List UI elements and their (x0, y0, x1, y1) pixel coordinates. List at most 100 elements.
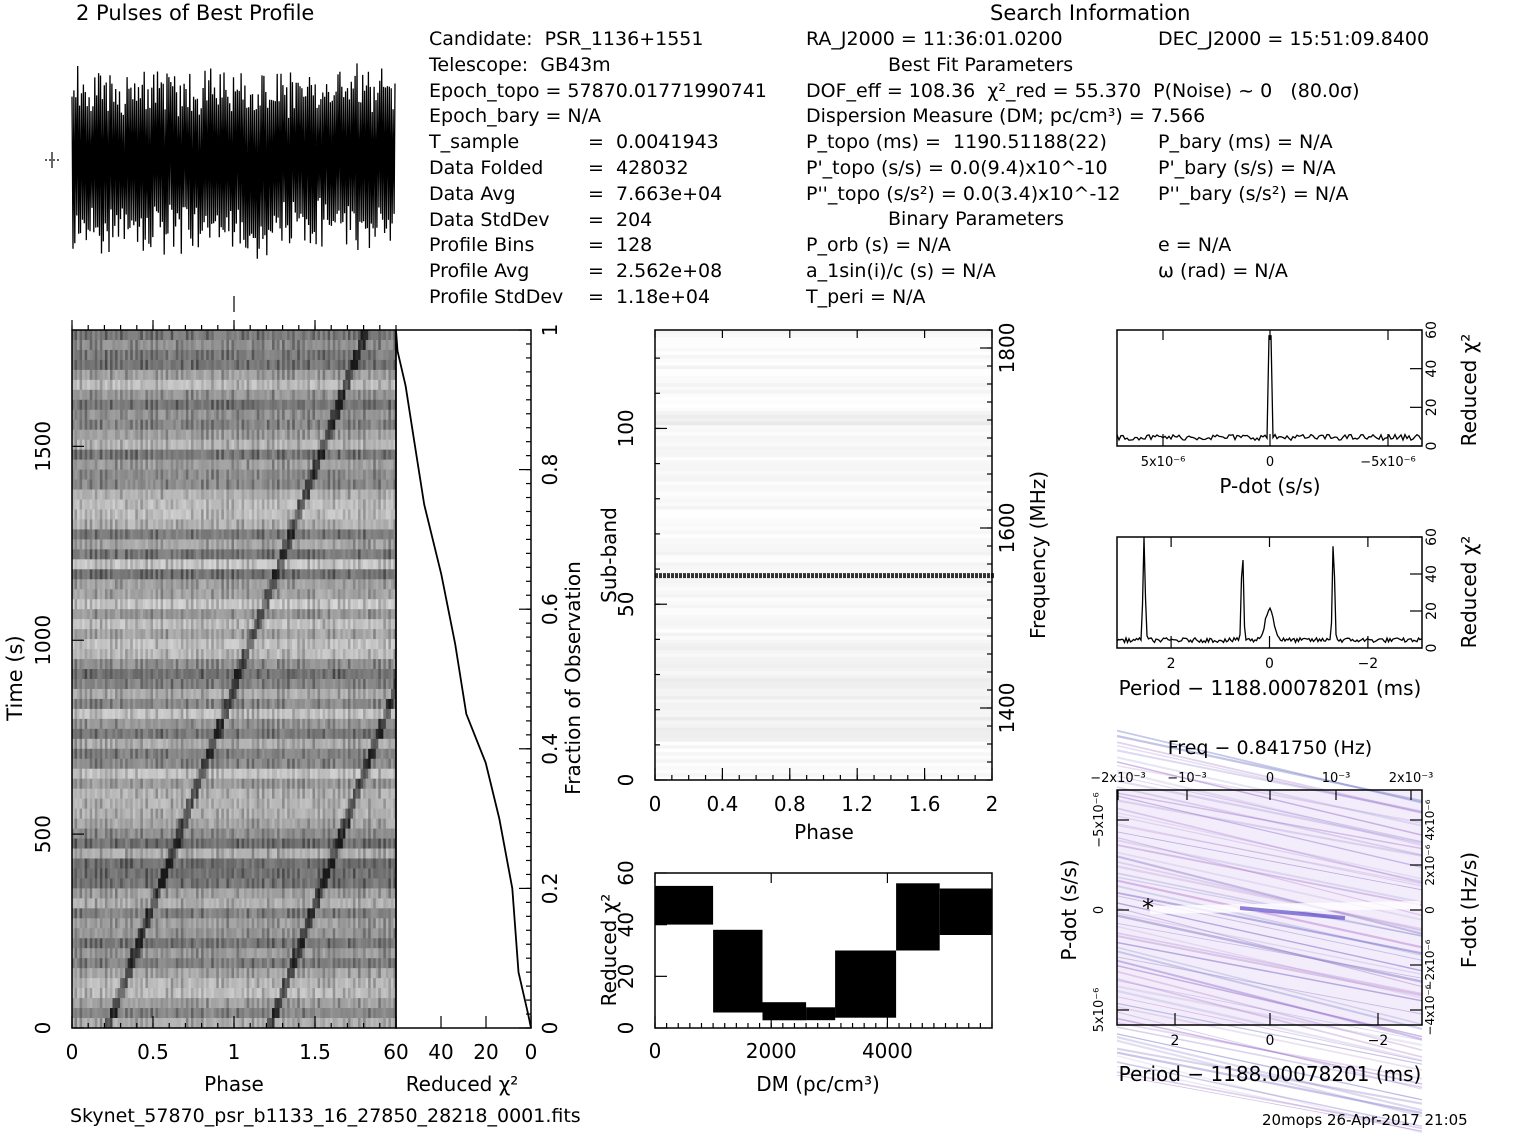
subband-bright-band (803, 573, 806, 578)
time-phase-image (72, 330, 396, 1028)
dm-chi2-block (835, 951, 884, 1018)
frequency-ytick-label: 1400 (995, 683, 1019, 734)
subband-bright-band (883, 573, 886, 578)
bary-info-line: e = N/A (1158, 234, 1231, 256)
subband-bright-band (799, 573, 802, 578)
ppdot-ytick-label: 5x10⁻⁶ (1092, 988, 1107, 1033)
frequency-ytick-label: 1600 (995, 503, 1019, 554)
subband-bright-band (951, 573, 954, 578)
chi2-fraction-ytick-label: 0.4 (538, 733, 562, 765)
fit-info-line: a_1sin(i)/c (s) = N/A (806, 260, 996, 282)
time-phase-ytick-label: 1500 (31, 421, 55, 472)
ppdot-xlabel: Period − 1188.00078201 (ms) (1119, 1062, 1422, 1086)
candidate-info-label: Telescope: GB43m (429, 54, 611, 76)
chi2-fraction-xtick-label: 60 (383, 1040, 408, 1064)
subband-xtick-label: 0.8 (774, 792, 806, 816)
subband-xtick-label: 1.2 (841, 792, 873, 816)
profile-title: 2 Pulses of Best Profile (76, 2, 314, 24)
subband-bright-band (675, 573, 678, 578)
subband-bright-band (915, 573, 918, 578)
candidate-info-value: = 428032 (588, 157, 689, 179)
subband-bright-band (659, 573, 662, 578)
frequency-ytick-label: 1800 (995, 323, 1019, 374)
subband-bright-band (859, 573, 862, 578)
chi2-fraction-line (396, 330, 531, 1028)
subband-bright-band (955, 573, 958, 578)
subband-bright-band (831, 573, 834, 578)
chi2-fraction-ylabel: Fraction of Observation (561, 561, 585, 795)
subband-bright-band (755, 573, 758, 578)
subband-bright-band (771, 573, 774, 578)
subband-bright-band (895, 573, 898, 578)
subband-bright-band (967, 573, 970, 578)
subband-bright-band (691, 573, 694, 578)
ppdot-y2tick-label: 2x10⁻⁶ (1423, 844, 1437, 885)
dm-chi2-xtick-label: 2000 (746, 1039, 797, 1063)
dm-chi2-series (655, 883, 992, 1020)
bary-info-line: P'_bary (s/s) = N/A (1158, 157, 1336, 179)
subband-bright-band (699, 573, 702, 578)
subband-bright-band (963, 573, 966, 578)
candidate-info-label: T_sample (429, 131, 519, 153)
footer-timestamp: 20mops 26-Apr-2017 21:05 (1262, 1109, 1468, 1131)
candidate-info-label: Candidate: PSR_1136+1551 (429, 28, 703, 50)
candidate-info-label: Data Avg (429, 183, 516, 205)
subband-bright-band (843, 573, 846, 578)
subband-xtick-label: 1.6 (909, 792, 941, 816)
candidate-info-label: Epoch_bary = N/A (429, 105, 601, 127)
subband-bright-band (823, 573, 826, 578)
ppdot-title: Freq − 0.841750 (Hz) (1168, 737, 1372, 759)
period-chi2-xtick-label: 2 (1167, 656, 1176, 672)
subband-bright-band (815, 573, 818, 578)
subband-ytick-label: 100 (614, 409, 638, 447)
subband-bright-band (707, 573, 710, 578)
subband-bright-band (811, 573, 814, 578)
footer-filename: Skynet_57870_psr_b1133_16_27850_28218_00… (70, 1105, 581, 1127)
ppdot-ytick-label: 0 (1092, 906, 1107, 914)
period-chi2-ytick-label: 20 (1424, 602, 1440, 620)
subband-bright-band (679, 573, 682, 578)
subband-bright-band (947, 573, 950, 578)
time-phase-xlabel: Phase (204, 1072, 264, 1096)
subband-ylabel: Sub-band (597, 507, 621, 603)
best-fit-header: Best Fit Parameters (888, 54, 1073, 76)
chi2-fraction-ytick-label: 1 (538, 324, 562, 337)
subband-bright-band (683, 573, 686, 578)
fit-info-line: DOF_eff = 108.36 χ²_red = 55.370 P(Noise… (806, 80, 1360, 102)
chi2-fraction-ytick-label: 0 (538, 1022, 562, 1035)
subband-bright-band (671, 573, 674, 578)
profile-line (72, 63, 395, 258)
period-chi2-ytick-label: 40 (1424, 565, 1440, 583)
bary-info-line: P''_bary (s/s²) = N/A (1158, 183, 1348, 205)
dm-chi2-xtick-label: 0 (649, 1039, 662, 1063)
subband-bright-band (923, 573, 926, 578)
period-chi2-xtick-label: −2 (1358, 656, 1379, 672)
dm-chi2-ytick-label: 60 (614, 860, 638, 885)
time-phase-ytick-label: 0 (31, 1022, 55, 1035)
ppdot-ylabel: P-dot (s/s) (1057, 859, 1081, 960)
fit-info-line: T_peri = N/A (806, 286, 926, 308)
time-phase-ytick-label: 1000 (31, 615, 55, 666)
dm-chi2-block (655, 886, 713, 925)
bary-info-line: ω (rad) = N/A (1158, 260, 1288, 282)
dm-chi2-block (885, 951, 897, 1018)
subband-bright-band (899, 573, 902, 578)
ppdot-x2tick-label: 10⁻³ (1322, 771, 1351, 786)
period-chi2-ytick-label: 60 (1424, 528, 1440, 546)
subband-xtick-label: 0 (649, 792, 662, 816)
chi2-fraction-ytick-label: 0.6 (538, 593, 562, 625)
fit-info-line: P'_topo (s/s) = 0.0(9.4)x10^-10 (806, 157, 1108, 179)
dm-chi2-xtick-label: 4000 (862, 1039, 913, 1063)
chi2-fraction-xtick-label: 0 (525, 1040, 538, 1064)
ppdot-y2label: F-dot (Hz/s) (1457, 852, 1481, 968)
bary-info-line: DEC_J2000 = 15:51:09.8400 (1158, 28, 1429, 50)
subband-bright-band (927, 573, 930, 578)
subband-bright-band (743, 573, 746, 578)
pdot-chi2-xlabel: P-dot (s/s) (1219, 474, 1320, 498)
bary-info-line: P_bary (ms) = N/A (1158, 131, 1333, 153)
time-phase-ytick-label: 500 (31, 815, 55, 853)
candidate-info-label: Data Folded (429, 157, 543, 179)
candidate-info-label: Profile StdDev (429, 286, 563, 308)
chi2-fraction-xtick-label: 20 (473, 1040, 498, 1064)
search-info-header: Search Information (990, 2, 1190, 24)
